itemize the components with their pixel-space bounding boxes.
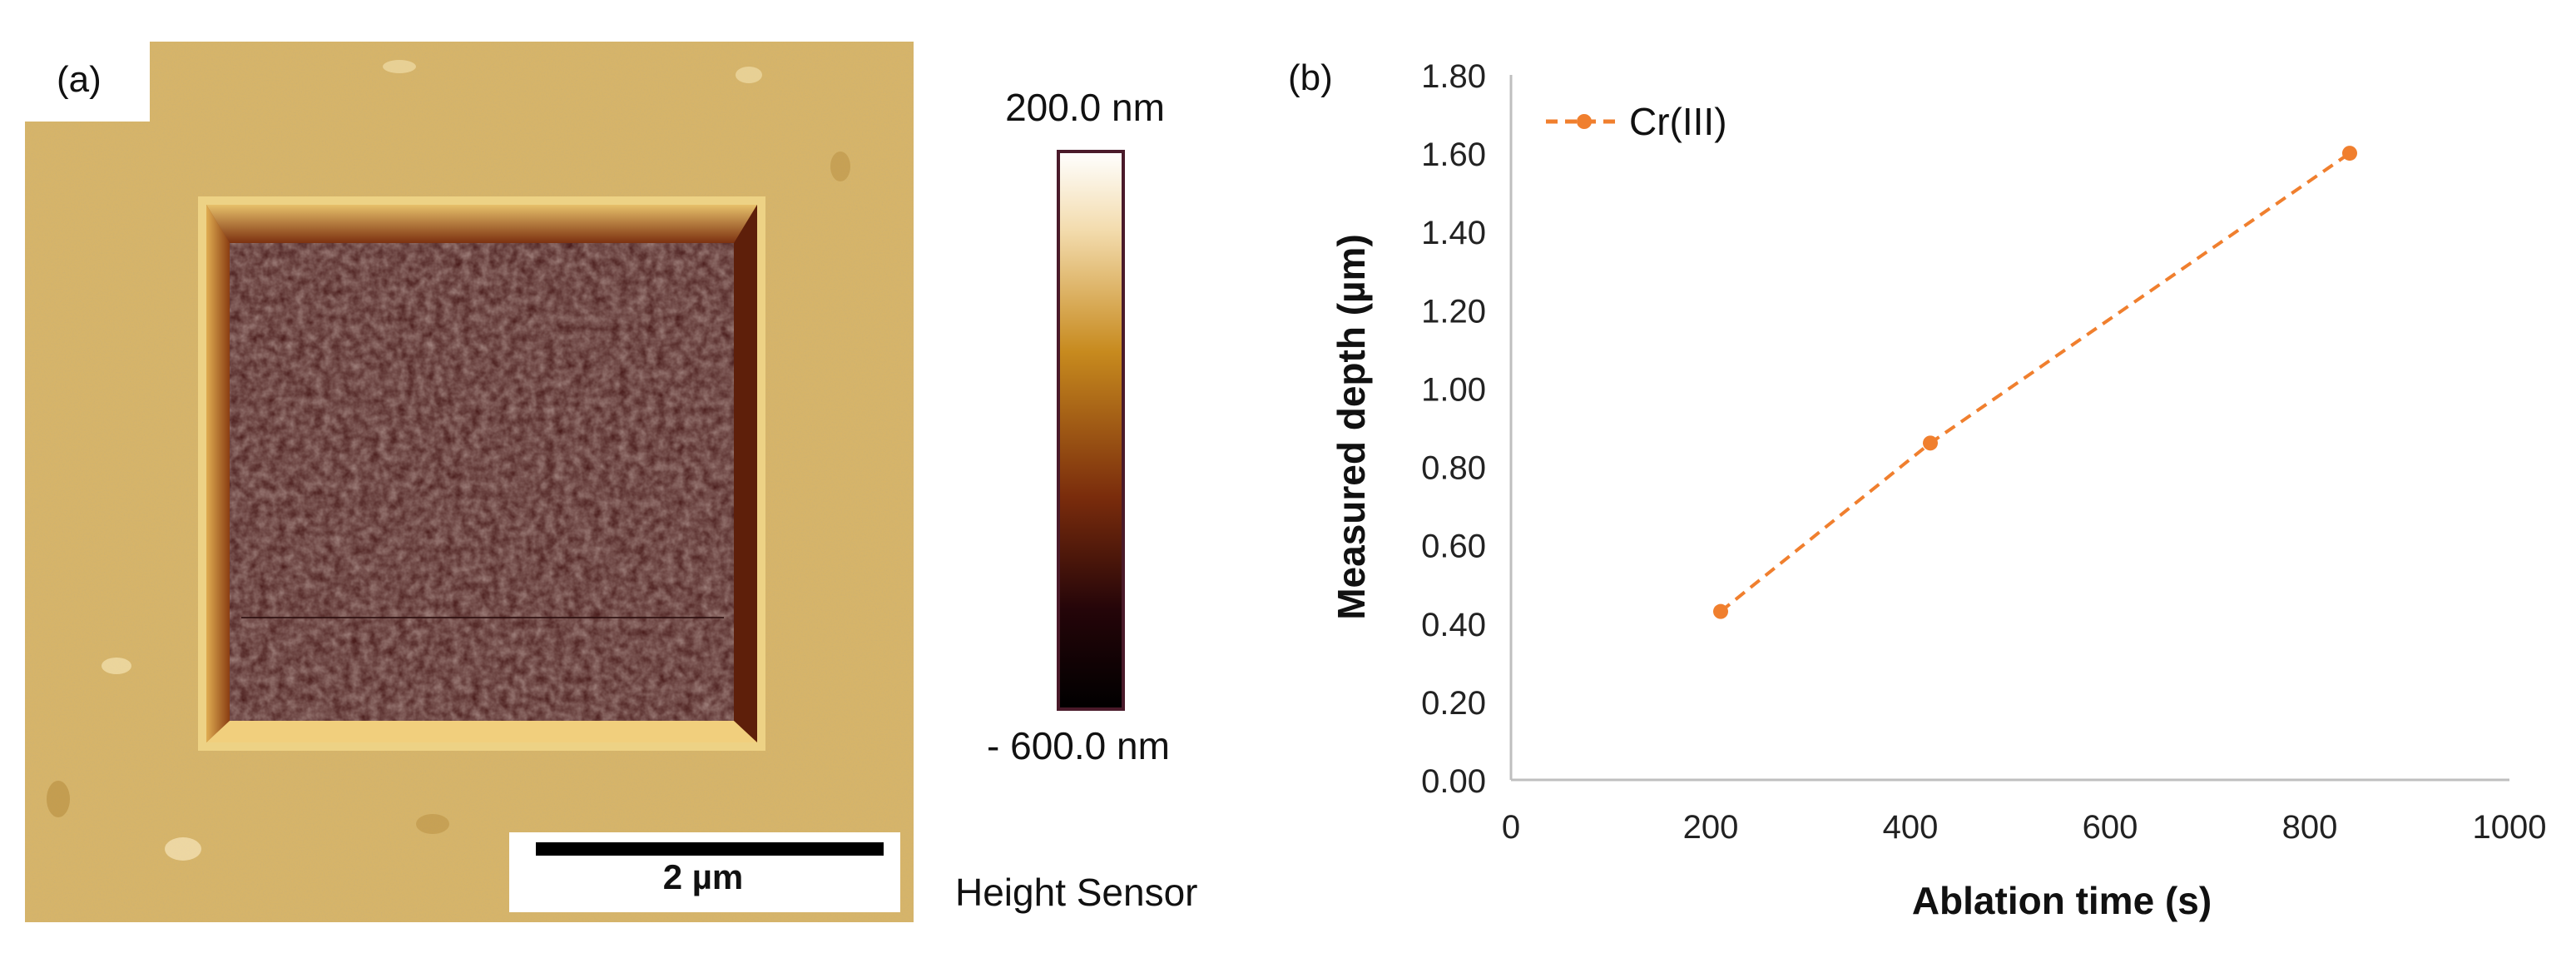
panel-a-label: (a) <box>57 59 102 100</box>
panel-a: (a) 2 µm 200.0 nm - 600.0 nm Height Sens… <box>25 42 1198 922</box>
y-tick-labels: 0.00 0.20 0.40 0.60 0.80 1.00 1.20 1.40 1.60 1.80 <box>1421 58 1486 800</box>
y-tick-label: 0.00 <box>1421 763 1486 800</box>
y-tick-label: 0.20 <box>1421 685 1486 722</box>
data-point <box>1713 603 1728 619</box>
series-line <box>1719 151 2351 613</box>
colorbar-caption: Height Sensor <box>955 871 1198 914</box>
y-tick-label: 0.40 <box>1421 607 1486 643</box>
x-tick-label: 1000 <box>2473 809 2547 846</box>
panel-b: (b) 0.00 0.20 0.40 0.60 0.80 1.00 1.20 1.40 1.60… <box>1288 57 2546 922</box>
y-tick-label: 1.60 <box>1421 137 1486 173</box>
legend-swatch-marker <box>1577 114 1592 129</box>
scale-bar: 2 µm <box>509 832 900 912</box>
colorbar-gradient <box>1057 150 1125 711</box>
depth-chart: 0.00 0.20 0.40 0.60 0.80 1.00 1.20 1.40 1.60 1.80… <box>1330 58 2546 922</box>
y-axis: 0.00 0.20 0.40 0.60 0.80 1.00 1.20 1.40 1.60 1.80… <box>1330 58 1513 800</box>
afm-image <box>25 42 914 922</box>
colorbar-min-label: - 600.0 nm <box>987 724 1170 767</box>
colorbar: 200.0 nm - 600.0 nm Height Sensor <box>955 86 1198 914</box>
legend-label: Cr(III) <box>1629 100 1727 143</box>
y-tick-label: 1.00 <box>1421 371 1486 408</box>
data-point <box>1923 435 1938 451</box>
scale-bar-line <box>536 842 884 856</box>
x-tick-label: 600 <box>2083 809 2138 846</box>
panel-b-label: (b) <box>1288 57 1333 98</box>
x-tick-label: 400 <box>1883 809 1939 846</box>
y-tick-label: 0.80 <box>1421 450 1486 487</box>
x-tick-label: 200 <box>1683 809 1739 846</box>
y-tick-label: 1.20 <box>1421 293 1486 330</box>
x-tick-labels: 0 200 400 600 800 1000 <box>1502 809 2547 846</box>
y-axis-title: Measured depth (µm) <box>1330 234 1373 620</box>
y-tick-label: 0.60 <box>1421 529 1486 565</box>
x-axis: 0 200 400 600 800 1000 Ablation time (s) <box>1502 778 2547 922</box>
x-tick-label: 0 <box>1502 809 1520 846</box>
scale-bar-label: 2 µm <box>663 857 744 896</box>
series-layer <box>1713 146 2357 619</box>
data-point <box>2342 146 2357 161</box>
colorbar-max-label: 200.0 nm <box>1005 86 1165 129</box>
x-tick-label: 800 <box>2282 809 2338 846</box>
panel-a-label-box: (a) <box>25 42 150 122</box>
y-tick-label: 1.80 <box>1421 58 1486 95</box>
y-tick-label: 1.40 <box>1421 215 1486 251</box>
legend: Cr(III) <box>1546 100 1727 143</box>
x-axis-title: Ablation time (s) <box>1912 879 2212 922</box>
